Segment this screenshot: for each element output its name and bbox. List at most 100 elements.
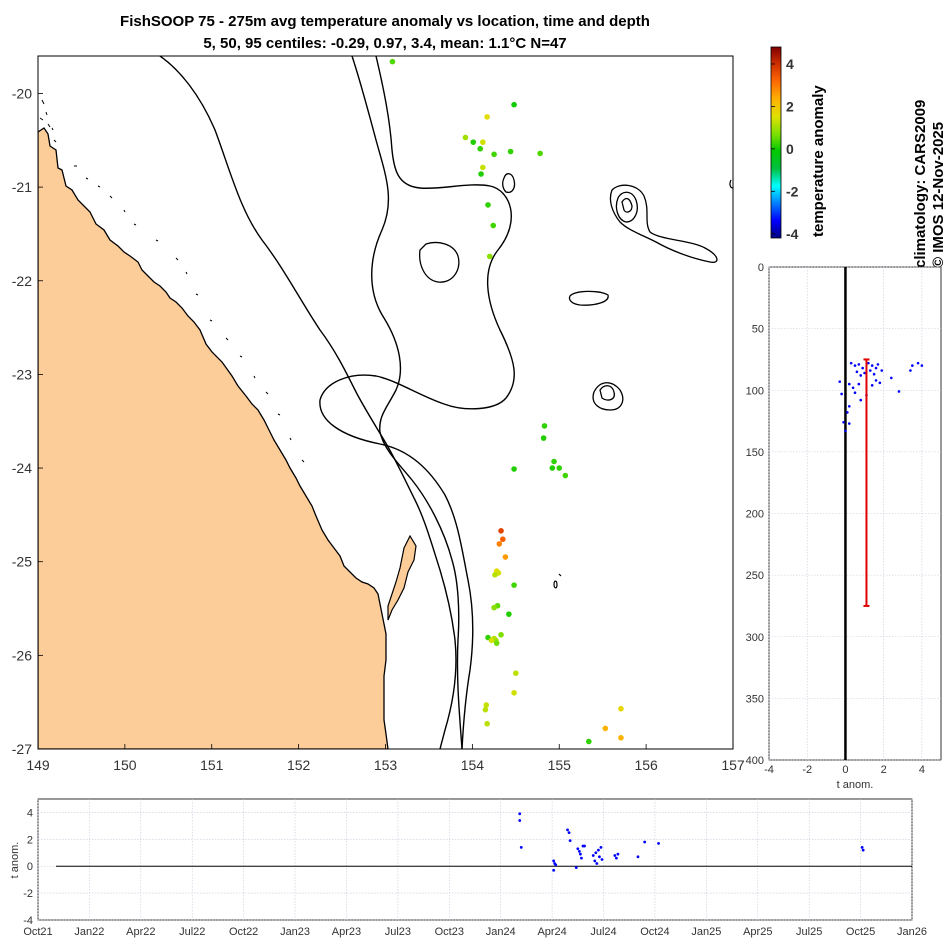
depth-point[interactable] [870,384,874,387]
map-point[interactable] [537,150,543,157]
map-point[interactable] [618,734,624,741]
map-point[interactable] [499,536,506,543]
depth-profile-panel[interactable]: 0 50 100 150 200 250 300 350 400-4 -2 0 2 4 t anom. [746,262,942,791]
map-point[interactable] [502,554,509,560]
map-point[interactable] [511,101,517,108]
time-point[interactable] [860,846,864,849]
map-point[interactable] [493,640,500,646]
map-point[interactable] [511,582,517,588]
depth-point[interactable] [897,390,901,393]
time-point[interactable] [594,851,598,855]
depth-point[interactable] [853,364,857,367]
depth-point[interactable] [853,391,857,395]
map-point[interactable] [551,458,557,465]
map-point[interactable] [491,604,497,611]
time-point[interactable] [636,855,640,859]
depth-point[interactable] [878,381,882,385]
time-point[interactable] [554,863,558,867]
time-point[interactable] [613,854,617,857]
depth-point[interactable] [870,364,874,367]
map-point[interactable] [507,148,514,155]
depth-point[interactable] [842,420,845,424]
map-point[interactable] [480,164,486,171]
map-point[interactable] [556,465,563,471]
map-point[interactable] [485,202,491,208]
depth-point[interactable] [916,361,920,365]
map-point[interactable] [511,690,517,696]
time-point[interactable] [643,840,647,844]
map-point[interactable] [478,171,484,177]
depth-point[interactable] [847,382,851,386]
time-point[interactable] [596,848,600,852]
map-point[interactable] [483,702,490,708]
time-point[interactable] [519,846,523,849]
depth-point[interactable] [840,392,843,396]
depth-point[interactable] [857,382,861,386]
depth-point[interactable] [920,364,924,367]
time-point[interactable] [595,862,599,865]
depth-point[interactable] [890,376,893,380]
map-point[interactable] [496,541,503,547]
depth-point[interactable] [874,379,878,382]
map-point[interactable] [498,527,504,534]
time-point[interactable] [518,819,522,822]
map-point[interactable] [482,706,489,713]
depth-point[interactable] [876,363,880,366]
map-panel[interactable]: 149 150 151 152 153 154 155 156 157 -20 -21 -22 -23 -… [12,55,745,773]
map-point[interactable] [484,720,490,727]
map-point[interactable] [541,423,548,429]
depth-point[interactable] [874,366,878,370]
time-point[interactable] [566,828,569,832]
depth-point[interactable] [859,374,863,377]
map-point[interactable] [585,738,592,745]
map-point[interactable] [477,145,483,152]
map-point[interactable] [492,572,498,578]
map-point[interactable] [513,670,519,676]
time-point[interactable] [567,831,571,835]
time-point[interactable] [616,852,620,856]
depth-point[interactable] [849,361,853,365]
depth-point[interactable] [868,369,872,372]
depth-point[interactable] [838,380,842,383]
time-point[interactable] [576,847,580,851]
map-point[interactable] [618,705,624,712]
time-point[interactable] [599,846,603,849]
time-point[interactable] [552,859,556,863]
depth-point[interactable] [847,422,851,425]
time-point[interactable] [598,855,601,859]
time-point[interactable] [577,850,581,853]
time-point[interactable] [861,848,865,852]
map-point[interactable] [490,222,497,229]
map-point[interactable] [470,139,477,145]
depth-point[interactable] [846,411,849,414]
depth-point[interactable] [863,371,866,375]
time-point[interactable] [657,841,660,845]
time-point[interactable] [578,852,582,856]
depth-point[interactable] [851,386,855,390]
depth-point[interactable] [844,429,847,433]
time-point[interactable] [600,858,604,861]
map-point[interactable] [486,253,493,260]
time-series-panel[interactable]: Oct21 Jan22 Apr22 Jul22 Oct22 Jan23 Apr23 Jul23… [9,798,927,938]
depth-point[interactable] [855,370,859,374]
map-point[interactable] [540,435,547,441]
depth-point[interactable] [872,372,876,376]
map-point[interactable] [484,114,490,120]
depth-point[interactable] [880,369,884,372]
depth-point[interactable] [859,398,863,402]
time-point[interactable] [580,856,583,860]
time-point[interactable] [591,854,595,857]
map-point[interactable] [480,139,486,145]
map-point[interactable] [389,58,396,65]
depth-point[interactable] [867,361,870,365]
map-point[interactable] [491,151,497,158]
time-point[interactable] [593,859,597,863]
map-point[interactable] [511,466,517,472]
map-point[interactable] [562,472,569,479]
depth-point[interactable] [909,369,912,372]
map-point[interactable] [506,611,512,617]
time-point[interactable] [614,856,618,860]
map-point[interactable] [602,725,609,732]
depth-point[interactable] [857,363,861,366]
map-point[interactable] [549,465,556,471]
